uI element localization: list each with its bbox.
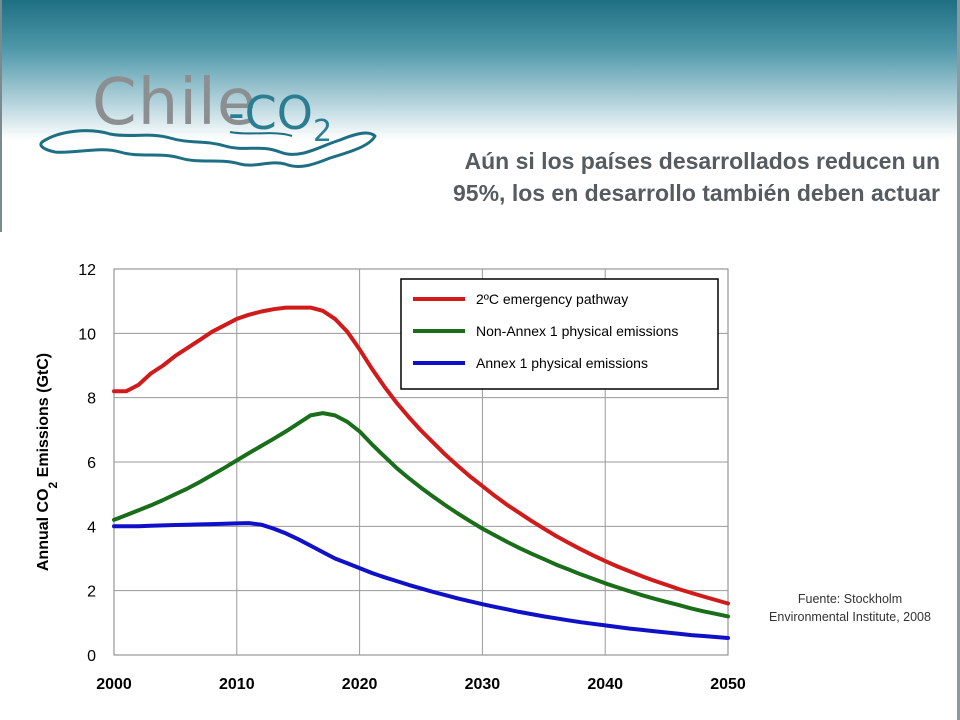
logo-subscript: 2 bbox=[312, 114, 333, 149]
chile-map-outline-icon bbox=[39, 129, 377, 168]
series-line-2 bbox=[112, 411, 730, 619]
x-tick-label: 2010 bbox=[219, 676, 255, 693]
series-lines bbox=[112, 305, 730, 640]
x-tick-label: 2050 bbox=[710, 676, 746, 693]
legend-label-1: 2ºC emergency pathway bbox=[476, 291, 628, 307]
y-axis-label-part-1: Annual CO bbox=[35, 488, 52, 571]
source-line-2: Environmental Institute, 2008 bbox=[769, 610, 931, 624]
y-tick-label: 0 bbox=[87, 648, 96, 665]
x-tick-label: 2000 bbox=[96, 676, 132, 693]
x-tick-labels: 2000 2010 2020 2030 2040 2050 bbox=[96, 676, 746, 693]
y-tick-label: 12 bbox=[78, 262, 96, 279]
y-axis-label-part-2: Emissions (GtC) bbox=[35, 353, 52, 482]
logo-dash: - bbox=[228, 86, 245, 140]
y-tick-label: 2 bbox=[87, 584, 96, 601]
source-line-1: Fuente: Stockholm bbox=[797, 592, 903, 606]
legend-label-3: Annex 1 physical emissions bbox=[476, 355, 648, 371]
logo-chile-text: Chile bbox=[92, 66, 258, 140]
slide-headline: Aún si los países desarrollados reducen … bbox=[340, 145, 940, 209]
y-tick-label: 6 bbox=[87, 455, 96, 472]
logo-co2-text: -CO2 bbox=[228, 86, 332, 149]
y-tick-label: 10 bbox=[78, 326, 96, 343]
source-note: Fuente: Stockholm Environmental Institut… bbox=[750, 590, 950, 626]
header-band bbox=[0, 0, 960, 140]
emissions-line-chart: 0 2 4 6 8 10 12 2000 2010 2020 2030 2040 2050 Annua… bbox=[35, 262, 746, 693]
series-line-3 bbox=[112, 521, 730, 640]
legend-label-2: Non-Annex 1 physical emissions bbox=[476, 323, 678, 339]
headline-line-1: Aún si los países desarrollados reducen … bbox=[464, 148, 940, 174]
left-frame-border bbox=[0, 0, 2, 232]
x-tick-label: 2020 bbox=[342, 676, 378, 693]
chile-co2-logo: Chile -CO2 bbox=[30, 60, 390, 185]
y-tick-label: 4 bbox=[87, 519, 96, 536]
chart-legend: 2ºC emergency pathway Non-Annex 1 physica… bbox=[400, 278, 719, 390]
y-tick-labels: 0 2 4 6 8 10 12 bbox=[78, 262, 96, 665]
x-tick-label: 2030 bbox=[465, 676, 501, 693]
y-axis-label: Annual CO2 Emissions (GtC) bbox=[35, 353, 60, 571]
logo-co: CO bbox=[244, 86, 313, 140]
headline-line-2: 95%, los en desarrollo también deben act… bbox=[453, 180, 940, 206]
y-tick-label: 8 bbox=[87, 391, 96, 408]
right-frame-border bbox=[957, 0, 960, 720]
x-tick-label: 2040 bbox=[587, 676, 623, 693]
series-line-1 bbox=[112, 305, 730, 606]
y-axis-label-subscript: 2 bbox=[46, 481, 60, 488]
